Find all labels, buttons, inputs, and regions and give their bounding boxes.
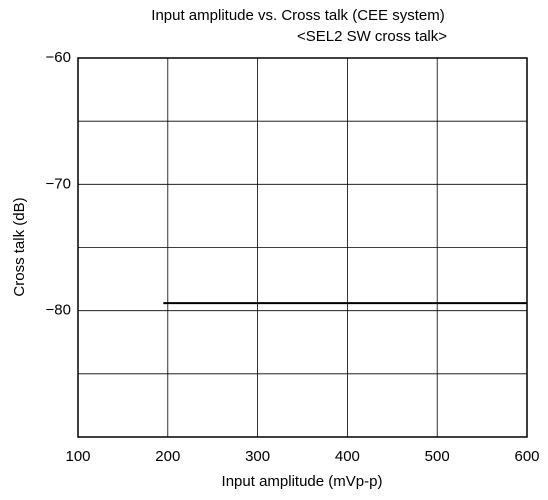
x-tick-label: 400 <box>335 448 360 465</box>
chart-subtitle: <SEL2 SW cross talk> <box>297 28 447 45</box>
x-tick-label: 200 <box>155 448 180 465</box>
x-tick-label: 500 <box>425 448 450 465</box>
x-axis-label: Input amplitude (mVp-p) <box>222 473 383 490</box>
y-tick-label: −70 <box>46 175 71 192</box>
y-axis-label: Cross talk (dB) <box>11 197 28 296</box>
x-tick-label: 100 <box>65 448 90 465</box>
y-tick-label: −80 <box>46 302 71 319</box>
chart-title: Input amplitude vs. Cross talk (CEE syst… <box>151 7 444 24</box>
y-tick-label: −60 <box>46 49 71 66</box>
x-tick-label: 300 <box>245 448 270 465</box>
x-tick-label: 600 <box>514 448 539 465</box>
